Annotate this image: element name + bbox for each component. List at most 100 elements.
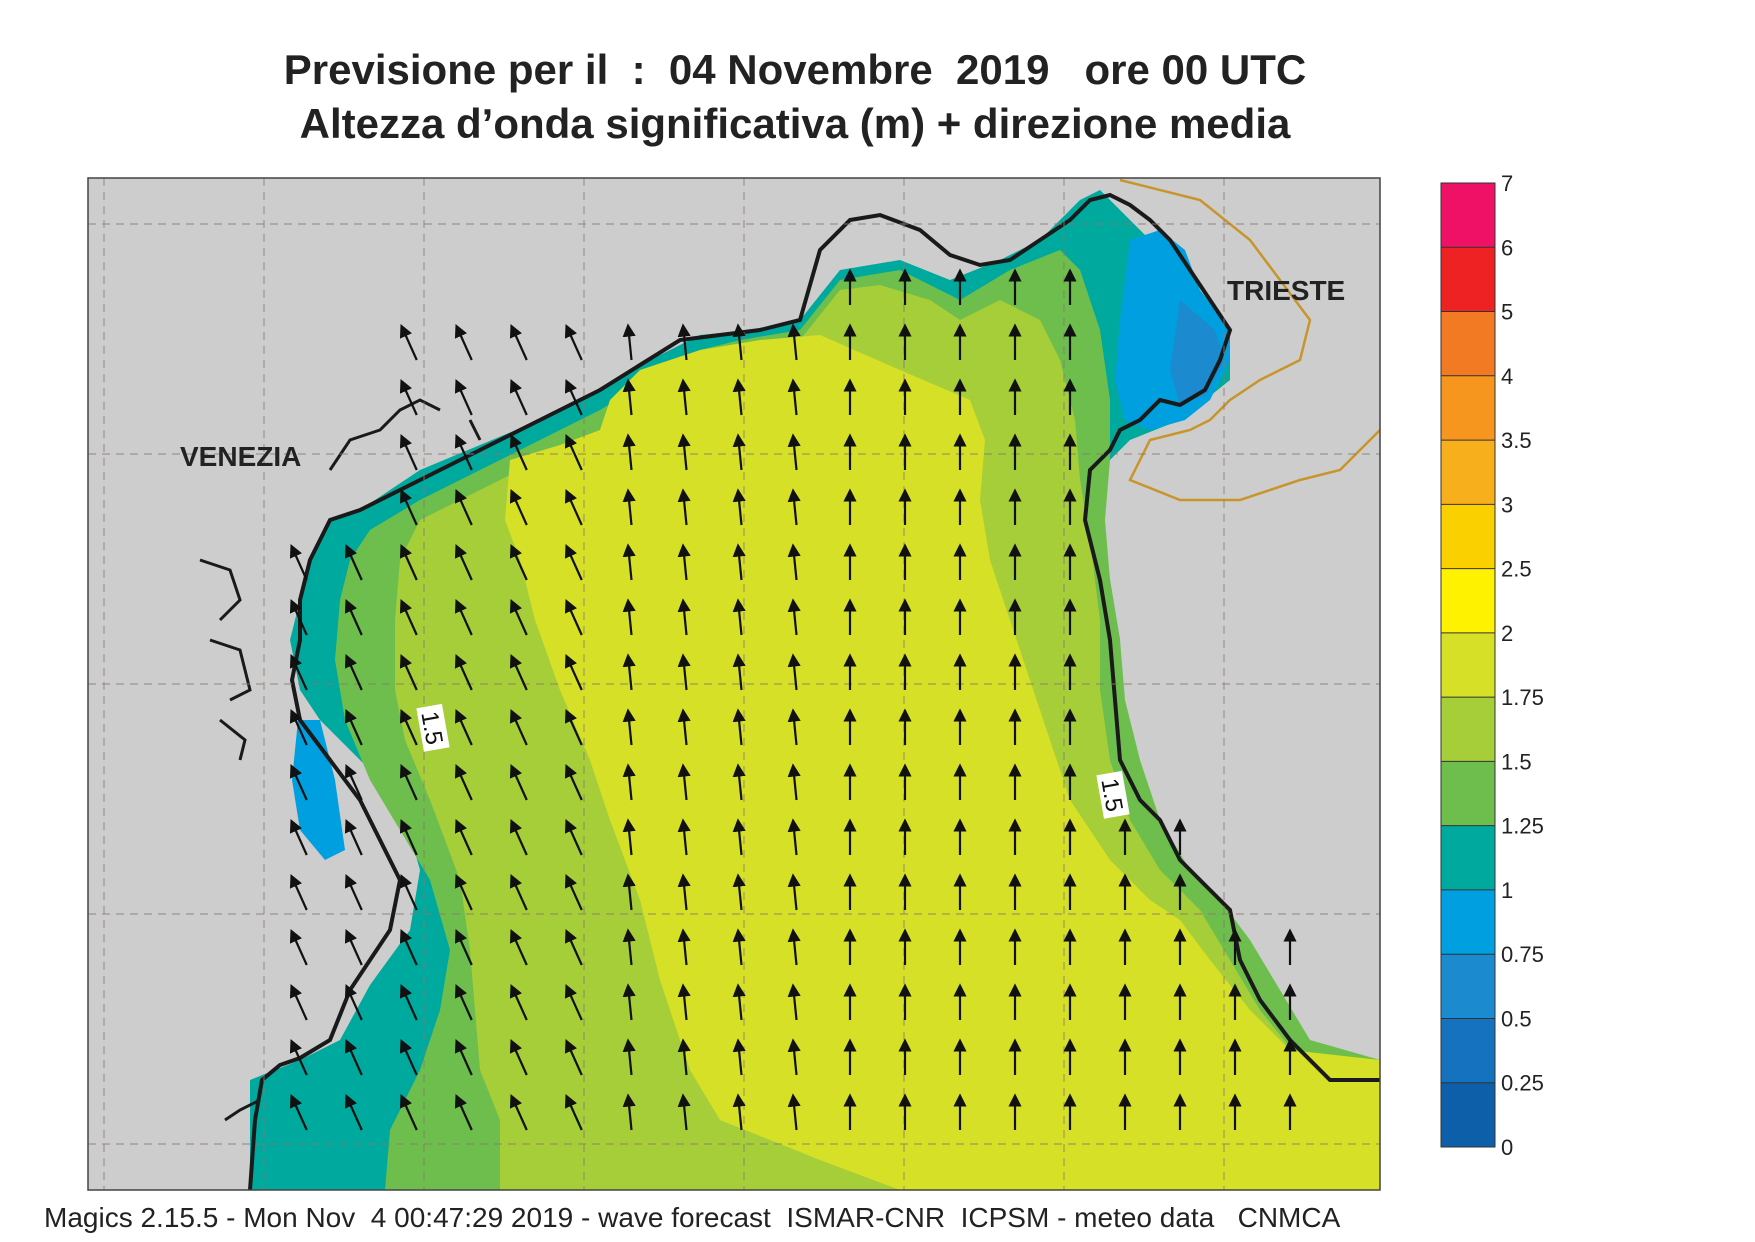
wave-direction-arrow [732,543,746,581]
wave-direction-arrow [289,1093,308,1131]
wave-direction-arrow [564,818,583,856]
wave-direction-arrow [399,378,418,416]
colorbar-tick-label: 6 [1501,235,1513,260]
wave-direction-arrow [289,653,308,691]
colorbar-tick-label: 0 [1501,1135,1513,1160]
wave-direction-arrow [564,323,583,361]
wave-direction-arrow [454,653,473,691]
wave-direction-arrow [509,488,528,526]
colorbar-tick-label: 1.25 [1501,814,1544,839]
wave-direction-arrow [509,818,528,856]
wave-direction-arrow [289,983,308,1021]
wave-direction-arrow [399,928,418,966]
wave-direction-arrow [787,543,801,581]
colorbar-tick-label: 1 [1501,878,1513,903]
wave-direction-arrow [787,1093,801,1131]
wave-direction-arrow [677,433,691,471]
wave-direction-arrow [344,598,363,636]
wave-direction-arrow [622,763,636,801]
wave-direction-arrow [399,763,418,801]
wave-direction-arrow [732,598,746,636]
wave-direction-arrow [509,598,528,636]
wave-direction-arrows [289,268,1297,1131]
colorbar-tick-label: 5 [1501,300,1513,325]
wave-direction-arrow [622,543,636,581]
wave-direction-arrow [454,543,473,581]
wave-direction-arrow [787,598,801,636]
colorbar-band [1441,183,1495,248]
colorbar-tick-label: 0.25 [1501,1071,1544,1096]
coastline [248,192,1380,1190]
wave-direction-arrow [289,873,308,911]
wave-direction-arrow [344,543,363,581]
wave-direction-arrow [787,488,801,526]
wave-direction-arrow [732,1038,746,1076]
wave-direction-arrow [289,1038,308,1076]
wave-direction-arrow [399,983,418,1021]
wave-direction-arrow [289,818,308,856]
wave-direction-arrow [564,983,583,1021]
contour-label-west: 1.5 [415,703,450,752]
colorbar-tick-label: 4 [1501,364,1513,389]
wave-direction-arrow [344,983,363,1021]
svg-text:1.5: 1.5 [1095,776,1127,814]
colorbar-band [1441,825,1495,891]
wave-direction-arrow [622,983,636,1021]
wave-direction-arrow [564,488,583,526]
wave-direction-arrow [289,928,308,966]
city-label-venezia: VENEZIA [180,441,301,472]
wave-direction-arrow [454,818,473,856]
wave-direction-arrow [787,928,801,966]
wave-direction-arrow [509,1093,528,1131]
wave-direction-arrow [787,323,801,361]
wave-direction-arrow [564,1038,583,1076]
wave-direction-arrow [732,818,746,856]
wave-direction-arrow [564,708,583,746]
wave-direction-arrow [677,543,691,581]
wave-direction-arrow [677,983,691,1021]
wave-direction-arrow [677,763,691,801]
wave-direction-arrow [454,763,473,801]
wave-direction-arrow [344,763,363,801]
wave-direction-arrow [622,1093,636,1131]
colorbar-band [1441,632,1495,698]
colorbar-tick-label: 2 [1501,621,1513,646]
wave-direction-arrow [787,1038,801,1076]
wave-direction-arrow [454,873,473,911]
wave-direction-arrow [399,488,418,526]
wave-direction-arrow [344,928,363,966]
wave-direction-arrow [454,598,473,636]
wave-direction-arrow [677,1093,691,1131]
wave-direction-arrow [344,1038,363,1076]
wave-direction-arrow [622,818,636,856]
wave-direction-arrow [622,323,636,361]
wave-direction-arrow [509,928,528,966]
colorbar-band [1441,440,1495,505]
wave-direction-arrow [564,378,583,416]
wave-direction-arrow [509,708,528,746]
colorbar-tick-label: 7 [1501,171,1513,196]
wave-direction-arrow [787,873,801,911]
wave-direction-arrow [509,378,528,416]
wave-direction-arrow [509,983,528,1021]
wave-direction-arrow [289,543,308,581]
colorbar-tick-label: 1.5 [1501,749,1532,774]
wave-direction-arrow [622,378,636,416]
wave-direction-arrow [399,818,418,856]
wave-direction-arrow [399,598,418,636]
wave-direction-arrow [399,708,418,746]
wave-direction-arrow [509,763,528,801]
wave-direction-arrow [732,873,746,911]
wave-direction-arrow [509,873,528,911]
wave-direction-arrow [732,983,746,1021]
colorbar-band [1441,1018,1495,1084]
wave-direction-arrow [509,1038,528,1076]
forecast-subtitle: Altezza d’onda significativa (m) + direz… [299,100,1291,147]
wave-direction-arrow [732,488,746,526]
wave-direction-arrow [344,708,363,746]
colorbar-tick-label: 3 [1501,492,1513,517]
wave-direction-arrow [622,1038,636,1076]
wave-direction-arrow [622,433,636,471]
wave-direction-arrow [622,708,636,746]
wave-direction-arrow [622,488,636,526]
